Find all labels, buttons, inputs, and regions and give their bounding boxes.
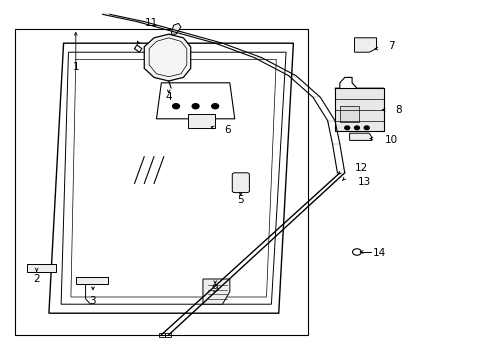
Bar bbox=[339, 106, 359, 122]
Circle shape bbox=[344, 126, 349, 130]
Text: 2: 2 bbox=[33, 274, 40, 284]
Circle shape bbox=[211, 104, 218, 109]
Circle shape bbox=[364, 126, 368, 130]
Text: 14: 14 bbox=[371, 248, 385, 258]
Bar bbox=[165, 333, 171, 337]
Text: 11: 11 bbox=[144, 18, 158, 28]
Bar bbox=[188, 114, 215, 128]
Bar bbox=[76, 277, 107, 284]
Text: 7: 7 bbox=[387, 41, 394, 51]
Text: 5: 5 bbox=[237, 195, 244, 205]
Bar bbox=[159, 333, 164, 337]
Polygon shape bbox=[171, 23, 181, 34]
Circle shape bbox=[192, 104, 199, 109]
Text: 13: 13 bbox=[357, 177, 370, 187]
FancyBboxPatch shape bbox=[232, 173, 249, 193]
Text: 9: 9 bbox=[211, 284, 218, 294]
Text: 8: 8 bbox=[394, 105, 401, 115]
Circle shape bbox=[354, 126, 359, 130]
Bar bbox=[27, 264, 56, 272]
Polygon shape bbox=[203, 279, 229, 304]
Text: 4: 4 bbox=[165, 92, 172, 102]
Bar bbox=[334, 88, 383, 131]
Bar bbox=[15, 29, 307, 335]
Text: 12: 12 bbox=[354, 163, 368, 174]
Polygon shape bbox=[144, 34, 190, 81]
Polygon shape bbox=[354, 38, 376, 52]
Polygon shape bbox=[349, 133, 371, 140]
Text: 3: 3 bbox=[89, 296, 96, 306]
Text: 6: 6 bbox=[224, 125, 230, 135]
Circle shape bbox=[172, 104, 179, 109]
Text: 1: 1 bbox=[72, 62, 79, 72]
Text: 10: 10 bbox=[384, 135, 397, 145]
